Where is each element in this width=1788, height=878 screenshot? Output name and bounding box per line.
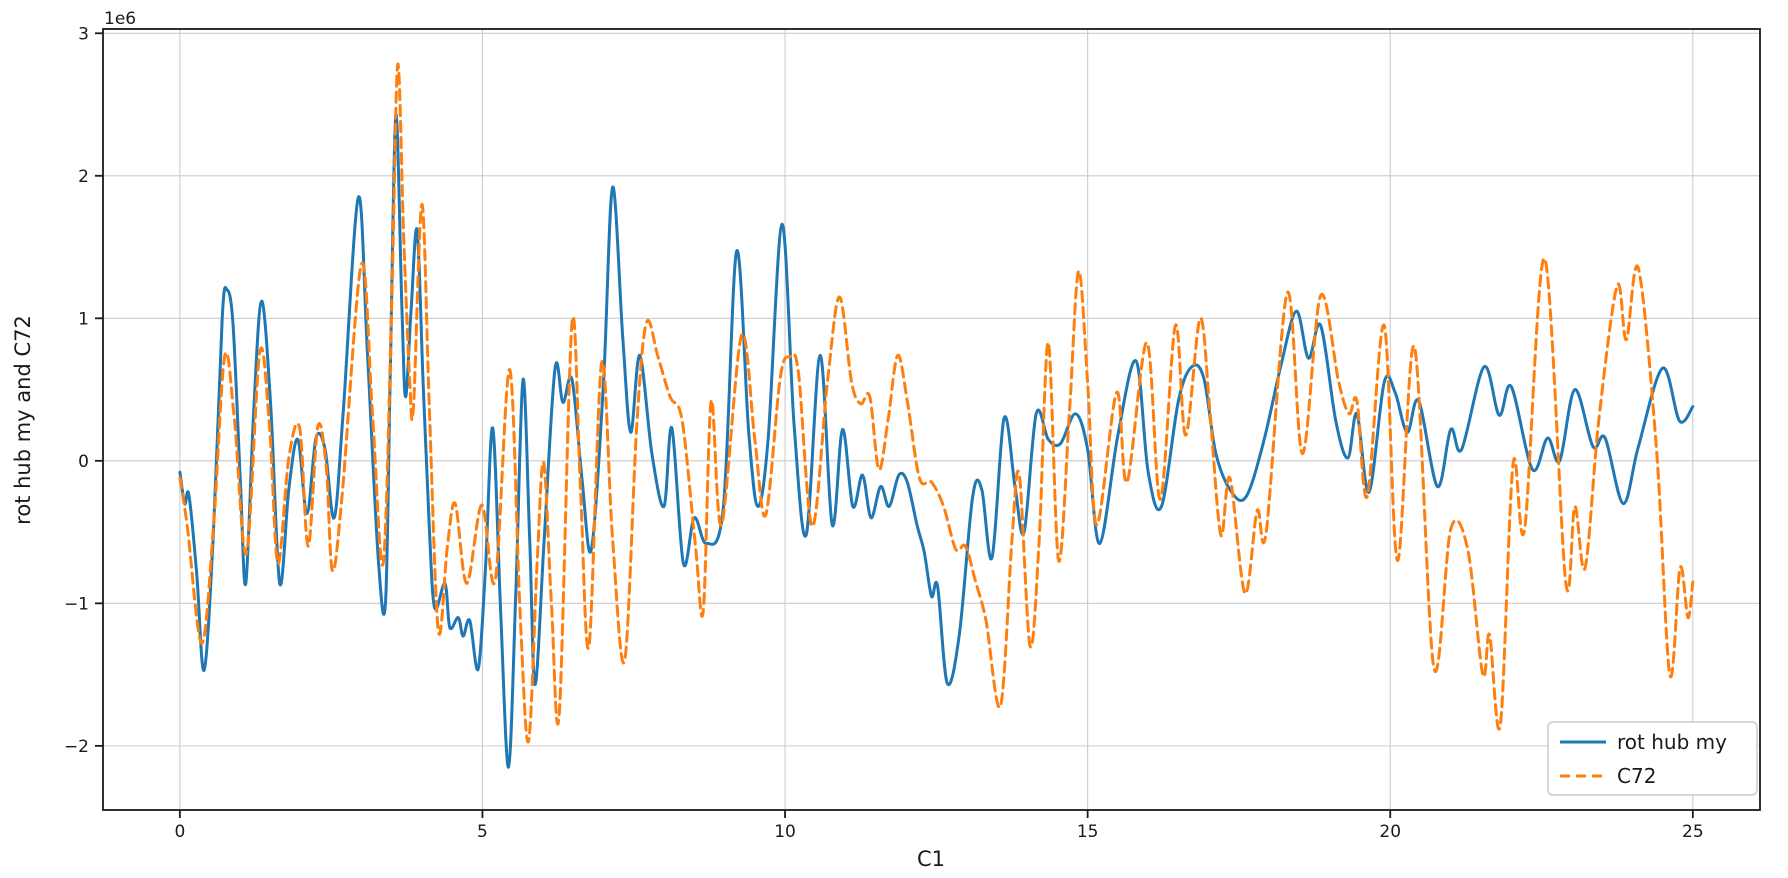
x-axis-label: C1 bbox=[917, 847, 945, 871]
plot-spines bbox=[102, 28, 1761, 811]
y-tick-label: 0 bbox=[78, 452, 89, 472]
grid-lines bbox=[103, 29, 1760, 810]
y-axis-offset-label: 1e6 bbox=[104, 9, 136, 29]
y-tick-label: −1 bbox=[64, 594, 89, 614]
x-tick-label: 15 bbox=[1077, 822, 1099, 842]
y-tick-label: 1 bbox=[78, 309, 89, 329]
series-lines bbox=[178, 62, 1695, 769]
legend: rot hub my C72 bbox=[1547, 721, 1758, 796]
series-line-rot-hub-my bbox=[178, 112, 1695, 769]
series-line-c72 bbox=[178, 62, 1695, 744]
x-tick-label: 5 bbox=[477, 822, 488, 842]
legend-label-series-1: rot hub my bbox=[1617, 730, 1727, 754]
legend-label-series-2: C72 bbox=[1617, 764, 1656, 788]
x-tick-label: 0 bbox=[174, 822, 185, 842]
y-tick-label: 2 bbox=[78, 167, 89, 187]
y-tick-label: −2 bbox=[64, 737, 89, 757]
x-tick-label: 10 bbox=[774, 822, 796, 842]
y-axis-label: rot hub my and C72 bbox=[11, 315, 35, 525]
y-tick-label: 3 bbox=[78, 24, 89, 44]
x-tick-label: 20 bbox=[1379, 822, 1401, 842]
x-tick-label: 25 bbox=[1682, 822, 1704, 842]
